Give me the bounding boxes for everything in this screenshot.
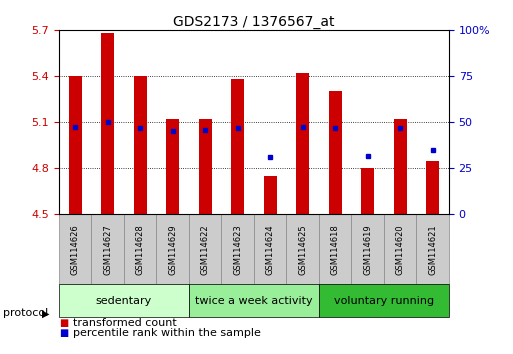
Bar (319, 214, 351, 284)
Text: ■: ■ (59, 318, 68, 328)
Text: percentile rank within the sample: percentile rank within the sample (73, 329, 261, 338)
Bar (134, 76, 147, 214)
Bar (59, 214, 91, 284)
Text: GSM114626: GSM114626 (71, 224, 80, 275)
Text: GSM114618: GSM114618 (331, 224, 340, 275)
Text: twice a week activity: twice a week activity (195, 296, 313, 306)
Bar (417, 214, 449, 284)
Text: GSM114627: GSM114627 (103, 224, 112, 275)
Bar (69, 76, 82, 214)
Bar (199, 119, 212, 214)
Bar (156, 214, 189, 284)
Bar (59, 284, 189, 317)
Text: GSM114620: GSM114620 (396, 224, 405, 274)
Text: voluntary running: voluntary running (334, 296, 434, 306)
Bar (222, 214, 254, 284)
Bar (351, 214, 384, 284)
Bar (296, 73, 309, 214)
Bar (166, 119, 179, 214)
Text: GSM114621: GSM114621 (428, 224, 437, 274)
Bar (124, 214, 156, 284)
Bar (189, 284, 319, 317)
Bar (329, 91, 342, 214)
Bar (393, 119, 407, 214)
Text: transformed count: transformed count (73, 318, 177, 328)
Bar (264, 176, 277, 214)
Text: GSM114623: GSM114623 (233, 224, 242, 275)
Bar (231, 79, 244, 214)
Bar (91, 214, 124, 284)
Text: ▶: ▶ (42, 308, 50, 318)
Text: GSM114619: GSM114619 (363, 224, 372, 274)
Bar (101, 33, 114, 214)
Text: protocol: protocol (3, 308, 48, 318)
Text: GSM114629: GSM114629 (168, 224, 177, 274)
Bar (254, 214, 286, 284)
Text: sedentary: sedentary (96, 296, 152, 306)
Bar (426, 160, 439, 214)
Bar (189, 214, 222, 284)
Text: ■: ■ (59, 329, 68, 338)
Bar (384, 214, 417, 284)
Text: GSM114622: GSM114622 (201, 224, 210, 274)
Text: GSM114625: GSM114625 (298, 224, 307, 274)
Bar (286, 214, 319, 284)
Bar (361, 168, 374, 214)
Title: GDS2173 / 1376567_at: GDS2173 / 1376567_at (173, 15, 334, 29)
Text: GSM114628: GSM114628 (136, 224, 145, 275)
Bar (319, 284, 449, 317)
Text: GSM114624: GSM114624 (266, 224, 274, 274)
